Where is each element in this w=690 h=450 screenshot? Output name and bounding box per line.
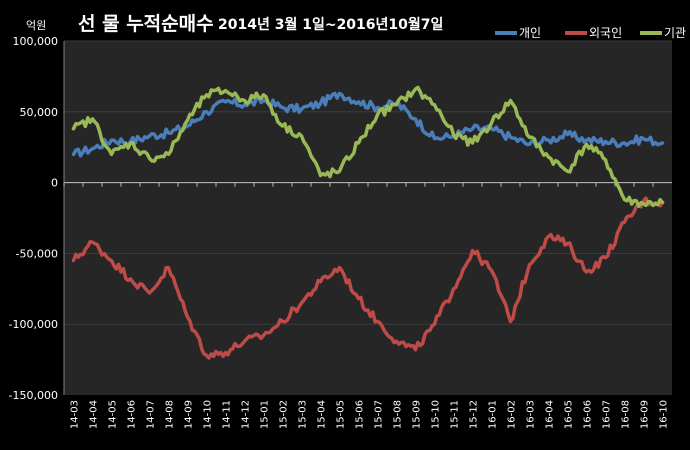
x-tick-label: 16-07	[602, 400, 613, 429]
x-tick-label: 16-03	[526, 400, 537, 429]
y-axis-unit-label: 억원	[26, 19, 46, 32]
x-tick-label: 14-05	[108, 400, 119, 429]
x-tick-label: 16-01	[488, 400, 499, 429]
x-tick-label: 16-08	[621, 400, 632, 429]
x-tick-label: 14-11	[222, 400, 233, 429]
x-tick-label: 14-08	[165, 400, 176, 429]
x-tick-label: 16-10	[659, 400, 670, 429]
x-tick-label: 15-11	[450, 400, 461, 429]
series-line-3	[71, 85, 665, 208]
chart-title: 선 물 누적순매수	[78, 13, 214, 35]
x-tick-label: 14-09	[184, 400, 195, 429]
x-tick-label: 15-02	[279, 400, 290, 429]
x-tick-label: 16-06	[583, 400, 594, 429]
y-tick-label: -50,000	[16, 247, 58, 260]
x-tick-label: 15-07	[374, 400, 385, 429]
x-tick-label: 15-05	[336, 400, 347, 429]
chart-subtitle: 2014년 3월 1일~2016년10월7일	[218, 16, 443, 33]
legend-label: 외국인	[589, 26, 622, 40]
x-tick-label: 15-08	[393, 400, 404, 429]
x-tick-label: 14-07	[146, 400, 157, 429]
y-tick-label: 100,000	[13, 35, 59, 48]
axes: 100,000 50,000 0 -50,000 -100,000 -150,000 14-…	[9, 35, 672, 429]
y-tick-label: -150,000	[9, 389, 58, 402]
x-tick-label: 16-09	[640, 400, 651, 429]
x-tick-label: 14-06	[127, 400, 138, 429]
plot-area	[64, 41, 672, 395]
y-tick-label: 50,000	[20, 106, 59, 119]
x-tick-label: 15-12	[469, 400, 480, 429]
legend: 개인 외국인 기관	[495, 26, 686, 40]
x-tick-label: 15-06	[355, 400, 366, 429]
x-tick-label: 14-10	[203, 400, 214, 429]
y-tick-label: -100,000	[9, 318, 58, 331]
x-tick-label: 15-03	[298, 400, 309, 429]
title-block: 선 물 누적순매수 2014년 3월 1일~2016년10월7일 억원	[26, 13, 443, 35]
legend-label: 기관	[664, 26, 686, 40]
x-tick-label: 16-05	[564, 400, 575, 429]
series-line-1	[71, 91, 665, 158]
x-tick-label: 16-02	[507, 400, 518, 429]
series-lines	[71, 85, 665, 360]
y-tick-label: 0	[51, 177, 58, 190]
x-tick-label: 15-10	[431, 400, 442, 429]
x-tick-label: 15-09	[412, 400, 423, 429]
x-tick-label: 15-01	[260, 400, 271, 429]
x-tick-label: 14-03	[70, 400, 81, 429]
legend-label: 개인	[519, 26, 541, 40]
series-line-2	[71, 196, 665, 360]
x-tick-label: 14-12	[241, 400, 252, 429]
x-tick-label: 15-04	[317, 400, 328, 429]
x-tick-label: 16-04	[545, 400, 556, 429]
x-tick-label: 14-04	[89, 400, 100, 429]
